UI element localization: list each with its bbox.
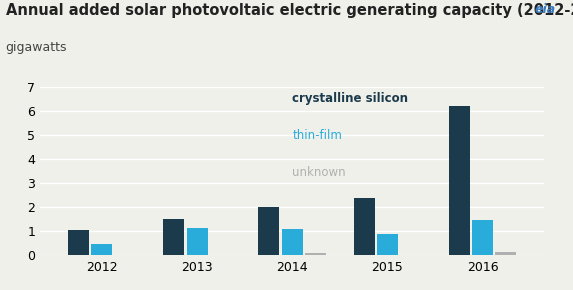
Bar xyxy=(354,197,375,255)
Bar xyxy=(449,106,470,255)
Bar xyxy=(472,220,493,255)
Bar xyxy=(282,229,303,255)
Text: Annual added solar photovoltaic electric generating capacity (2012-2016): Annual added solar photovoltaic electric… xyxy=(6,3,573,18)
Bar xyxy=(495,252,516,255)
Bar xyxy=(258,207,280,255)
Bar xyxy=(187,228,207,255)
Text: eia: eia xyxy=(535,3,556,16)
Text: unknown: unknown xyxy=(292,166,346,179)
Bar xyxy=(68,230,89,255)
Bar xyxy=(377,233,398,255)
Bar xyxy=(163,219,185,255)
Bar xyxy=(92,244,112,255)
Bar xyxy=(305,253,326,255)
Text: crystalline silicon: crystalline silicon xyxy=(292,92,408,105)
Text: gigawatts: gigawatts xyxy=(6,41,67,54)
Text: thin-film: thin-film xyxy=(292,129,342,142)
